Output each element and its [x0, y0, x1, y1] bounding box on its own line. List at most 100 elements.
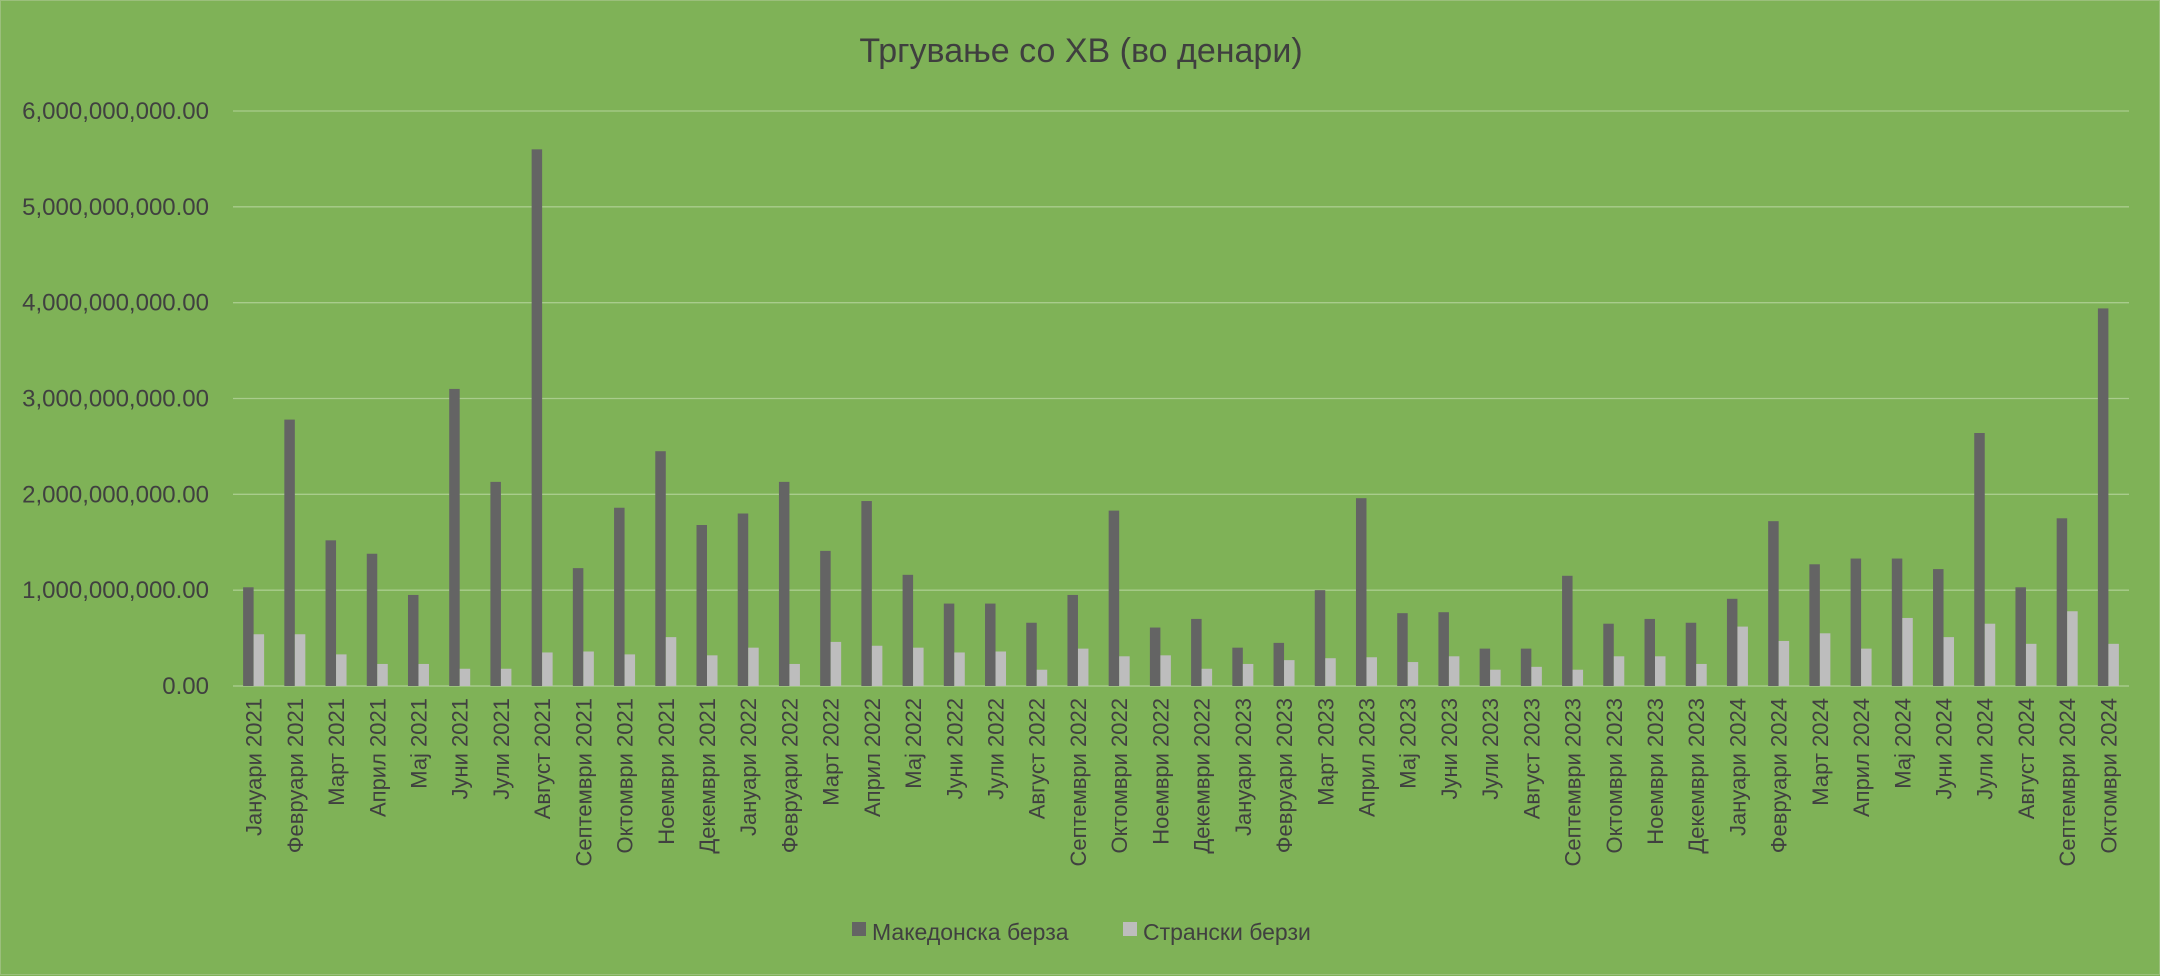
legend: Македонска берза Странски берзи: [852, 919, 1311, 945]
x-tick-label: Јуни 2024: [1932, 698, 1957, 800]
bar-foreign: [1325, 658, 1336, 686]
x-tick-label: Јануари 2021: [242, 698, 267, 836]
x-tick-label: Март 2023: [1313, 698, 1338, 806]
x-tick-label: Јули 2021: [489, 698, 514, 800]
bar-macedonian: [861, 501, 872, 686]
bar-macedonian: [284, 419, 295, 686]
bar-macedonian: [1685, 622, 1697, 686]
bar-macedonian: [531, 149, 543, 687]
bar-foreign: [1819, 633, 1831, 686]
bar-macedonian: [1603, 623, 1614, 686]
bar-macedonian: [1438, 612, 1449, 686]
y-tick-label: 2,000,000,000.00: [22, 481, 209, 508]
bar-foreign: [542, 652, 553, 686]
bar-foreign: [1737, 626, 1748, 686]
x-tick-label: Јули 2023: [1478, 698, 1503, 800]
bar-macedonian: [820, 550, 831, 686]
bar-macedonian: [696, 525, 707, 686]
x-tick-label: Април 2021: [365, 698, 390, 817]
bar-macedonian: [1562, 575, 1573, 686]
bar-macedonian: [1644, 618, 1655, 686]
x-tick-label: Октомври 2023: [1602, 698, 1627, 853]
bar-foreign: [1160, 655, 1171, 686]
y-tick-label: 1,000,000,000.00: [22, 577, 209, 604]
x-tick-label: Ноември 2023: [1643, 698, 1668, 845]
bar-foreign: [377, 663, 388, 686]
bar-foreign: [1242, 663, 1254, 686]
bar-foreign: [1943, 637, 1955, 686]
bar-macedonian: [1273, 642, 1285, 686]
bar-macedonian: [943, 603, 955, 686]
bar-macedonian: [985, 603, 996, 686]
x-tick-label: Март 2024: [1808, 698, 1833, 806]
legend-swatch-macedonian: [852, 922, 866, 936]
x-tick-label: Септември 2023: [1561, 698, 1586, 867]
bar-macedonian: [778, 481, 790, 686]
bar-foreign: [871, 645, 883, 686]
bar-foreign: [1036, 669, 1048, 686]
bar-macedonian: [2015, 587, 2026, 686]
x-tick-label: Јули 2022: [984, 698, 1009, 800]
bar-foreign: [2025, 643, 2037, 686]
x-tick-label: Август 2022: [1025, 698, 1050, 819]
y-tick-label: 5,000,000,000.00: [22, 194, 209, 221]
x-tick-label: Април 2023: [1354, 698, 1379, 817]
bar-foreign: [954, 652, 965, 686]
bar-foreign: [1572, 669, 1584, 686]
x-tick-label: Јуни 2021: [448, 698, 473, 800]
bar-macedonian: [1108, 510, 1120, 686]
bar-foreign: [995, 651, 1007, 686]
bar-foreign: [253, 634, 265, 686]
x-tick-label: Октомври 2022: [1107, 698, 1132, 853]
bar-foreign: [624, 654, 636, 686]
x-tick-label: Април 2024: [1849, 698, 1874, 817]
bar-foreign: [1448, 656, 1460, 686]
bar-foreign: [583, 651, 594, 686]
gridlines: [233, 110, 2129, 687]
bar-foreign: [1984, 623, 1996, 686]
bar-foreign: [1655, 656, 1666, 686]
bar-macedonian: [737, 513, 749, 686]
bar-foreign: [830, 641, 842, 686]
legend-label-macedonian: Македонска берза: [872, 919, 1069, 945]
bar-foreign: [2108, 643, 2119, 686]
bar-macedonian: [1397, 613, 1408, 686]
x-axis-ticks: Јануари 2021 Февруари 2021 Март 2021 Април …: [242, 698, 2122, 867]
bar-foreign: [1119, 656, 1130, 686]
bar-macedonian: [325, 540, 337, 686]
bar-foreign: [1407, 662, 1419, 686]
bar-macedonian: [1726, 598, 1738, 686]
legend-label-foreign: Странски берзи: [1143, 919, 1311, 945]
x-tick-label: Јануари 2023: [1231, 698, 1256, 836]
y-tick-label: 4,000,000,000.00: [22, 290, 209, 317]
x-tick-label: Април 2022: [860, 698, 885, 817]
bar-macedonian: [1026, 622, 1037, 686]
bar-macedonian: [1355, 498, 1367, 686]
x-tick-label: Октомври 2021: [613, 698, 638, 853]
legend-swatch-foreign: [1123, 922, 1137, 936]
bar-foreign: [1077, 648, 1089, 686]
bar-foreign: [418, 663, 429, 686]
bar-foreign: [1778, 640, 1790, 686]
bar-foreign: [294, 634, 306, 686]
bar-foreign: [2067, 611, 2078, 686]
x-tick-label: Ноември 2021: [654, 698, 679, 845]
bar-foreign: [1861, 648, 1872, 686]
bar-foreign: [707, 655, 718, 686]
x-tick-label: Мај 2021: [406, 698, 431, 789]
x-tick-label: Август 2021: [530, 698, 555, 819]
bar-macedonian: [1520, 648, 1532, 686]
x-tick-label: Февруари 2024: [1767, 698, 1792, 853]
bar-foreign: [500, 668, 512, 686]
x-tick-label: Август 2024: [2014, 698, 2039, 819]
x-tick-label: Август 2023: [1519, 698, 1544, 819]
bar-macedonian: [1768, 521, 1779, 686]
y-axis-ticks: 0.00 1,000,000,000.00 2,000,000,000.00 3,00…: [22, 98, 209, 700]
bar-macedonian: [655, 451, 666, 686]
x-tick-label: Јануари 2024: [1725, 698, 1750, 836]
bar-foreign: [789, 663, 800, 686]
x-tick-label: Мај 2023: [1396, 698, 1421, 789]
bar-foreign: [1902, 617, 1913, 686]
bars: [243, 149, 2119, 687]
